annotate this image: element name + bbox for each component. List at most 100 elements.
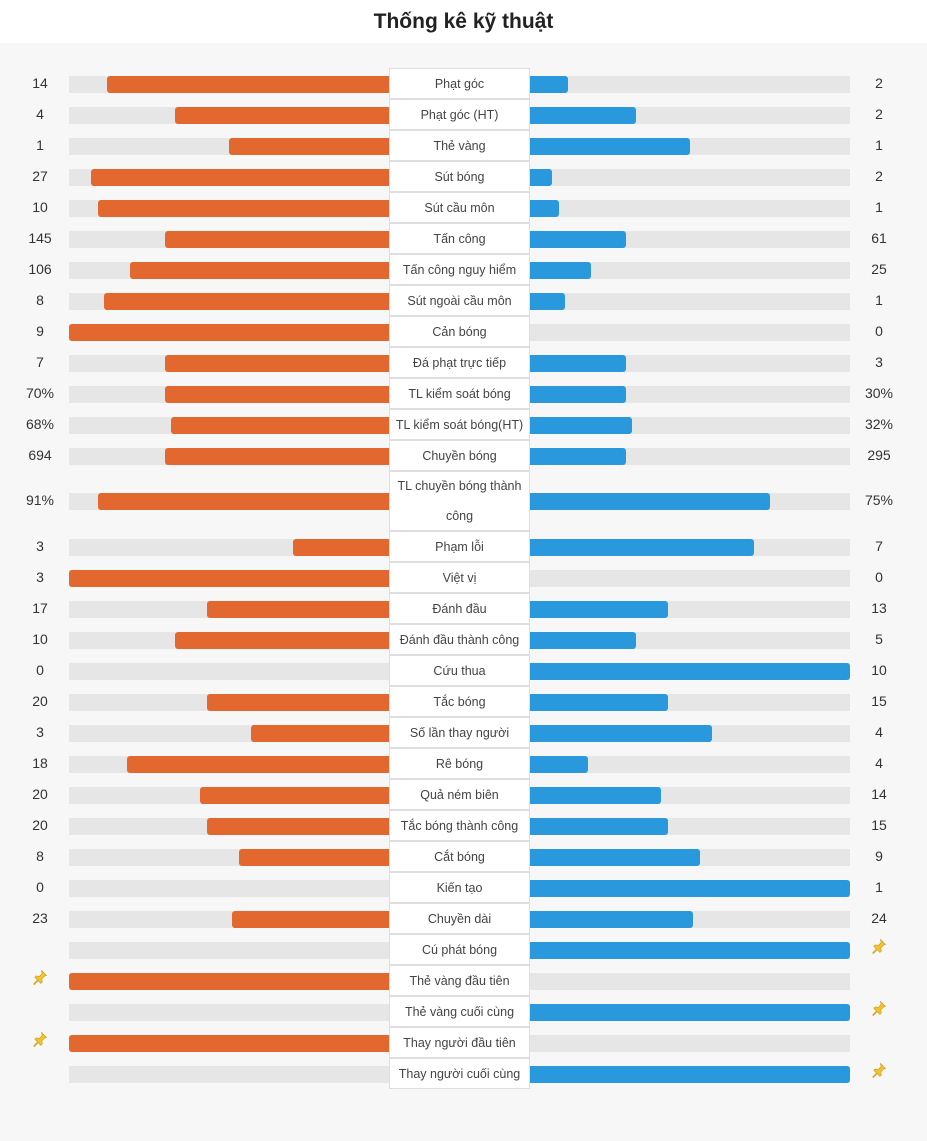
away-value: 7 [875, 537, 883, 554]
stat-row: 0 1 Kiến tạo [0, 872, 927, 903]
stat-label: Chuyền dài [389, 903, 530, 934]
away-bar [530, 941, 850, 959]
away-bar [530, 106, 636, 124]
pin-icon [32, 1031, 48, 1047]
stat-label: Đánh đầu thành công [389, 624, 530, 655]
away-bar [530, 662, 850, 680]
home-bar [239, 848, 389, 866]
away-bar-track [530, 447, 850, 465]
home-bar [130, 261, 389, 279]
away-bar-track [530, 416, 850, 434]
home-bar [127, 755, 389, 773]
away-bar-track [530, 600, 850, 618]
stat-row: 106 25 Tấn công nguy hiểm [0, 254, 927, 285]
stat-label: Cứu thua [389, 655, 530, 686]
stat-label: Thẻ vàng cuối cùng [389, 996, 530, 1027]
home-bar-track [69, 75, 389, 93]
home-bar-track [69, 569, 389, 587]
home-bar [98, 199, 389, 217]
away-bar [530, 1003, 850, 1021]
stat-label: Kiến tạo [389, 872, 530, 903]
stat-label: Chuyền bóng [389, 440, 530, 471]
home-bar-track [69, 292, 389, 310]
home-bar [165, 354, 389, 372]
stat-row: 0 10 Cứu thua [0, 655, 927, 686]
home-bar-track [69, 137, 389, 155]
stat-row: 7 3 Đá phạt trực tiếp [0, 347, 927, 378]
home-value: 20 [32, 816, 48, 833]
stat-row: 20 15 Tắc bóng [0, 686, 927, 717]
away-bar-track [530, 631, 850, 649]
away-value: 24 [871, 909, 887, 926]
stat-label: Tắc bóng [389, 686, 530, 717]
away-value: 61 [871, 229, 887, 246]
stat-label: Cắt bóng [389, 841, 530, 872]
home-bar-track [69, 354, 389, 372]
stat-label: Thẻ vàng đầu tiên [389, 965, 530, 996]
home-bar [207, 817, 389, 835]
pin-icon [871, 1000, 887, 1016]
away-bar [530, 848, 700, 866]
away-bar-track [530, 693, 850, 711]
away-value: 3 [875, 353, 883, 370]
home-bar-track [69, 724, 389, 742]
stat-row: 20 15 Tắc bóng thành công [0, 810, 927, 841]
away-value: 75% [864, 492, 894, 508]
home-bar [207, 693, 389, 711]
away-bar [530, 910, 693, 928]
away-bar [530, 493, 770, 510]
away-bar-track [530, 786, 850, 804]
home-bar [165, 385, 389, 403]
stat-row: 3 4 Số lần thay người [0, 717, 927, 748]
away-value: 0 [875, 568, 883, 585]
stat-label: Số lần thay người [389, 717, 530, 748]
home-value: 3 [36, 568, 44, 585]
away-bar-track [530, 817, 850, 835]
stat-row: Thay người cuối cùng [0, 1058, 927, 1089]
away-bar [530, 755, 588, 773]
home-bar-track [69, 199, 389, 217]
away-bar-track [530, 724, 850, 742]
away-bar [530, 230, 626, 248]
stat-row: Thẻ vàng cuối cùng [0, 996, 927, 1027]
away-bar-track [530, 168, 850, 186]
stat-label: Tắc bóng thành công [389, 810, 530, 841]
away-bar [530, 416, 632, 434]
home-value: 17 [32, 599, 48, 616]
away-bar-track [530, 569, 850, 587]
stat-row: 1 1 Thẻ vàng [0, 130, 927, 161]
stat-label: Phạm lỗi [389, 531, 530, 562]
home-bar-track [69, 972, 389, 990]
home-bar [232, 910, 389, 928]
stat-label: Cản bóng [389, 316, 530, 347]
away-value: 15 [871, 816, 887, 833]
home-value: 10 [32, 198, 48, 215]
away-value: 4 [875, 723, 883, 740]
stat-row: 4 2 Phạt góc (HT) [0, 99, 927, 130]
away-bar [530, 447, 626, 465]
away-bar [530, 168, 552, 186]
stat-label: TL chuyền bóng thành công [389, 471, 530, 531]
home-bar-track [69, 106, 389, 124]
away-bar [530, 724, 712, 742]
home-value: 4 [36, 105, 44, 122]
home-bar-track [69, 416, 389, 434]
home-bar-track [69, 1003, 389, 1021]
home-value: 3 [36, 723, 44, 740]
home-bar-track [69, 447, 389, 465]
stat-label: Phạt góc (HT) [389, 99, 530, 130]
home-bar [207, 600, 389, 618]
away-bar [530, 292, 565, 310]
home-bar [293, 538, 389, 556]
stat-row: 8 1 Sút ngoài cầu môn [0, 285, 927, 316]
home-bar [251, 724, 389, 742]
home-bar-track [69, 662, 389, 680]
away-bar [530, 385, 626, 403]
stat-row: 14 2 Phạt góc [0, 68, 927, 99]
away-value: 2 [875, 167, 883, 184]
home-value: 27 [32, 167, 48, 184]
away-value: 1 [875, 136, 883, 153]
home-bar [229, 137, 389, 155]
away-bar-track [530, 662, 850, 680]
home-bar [69, 323, 389, 341]
